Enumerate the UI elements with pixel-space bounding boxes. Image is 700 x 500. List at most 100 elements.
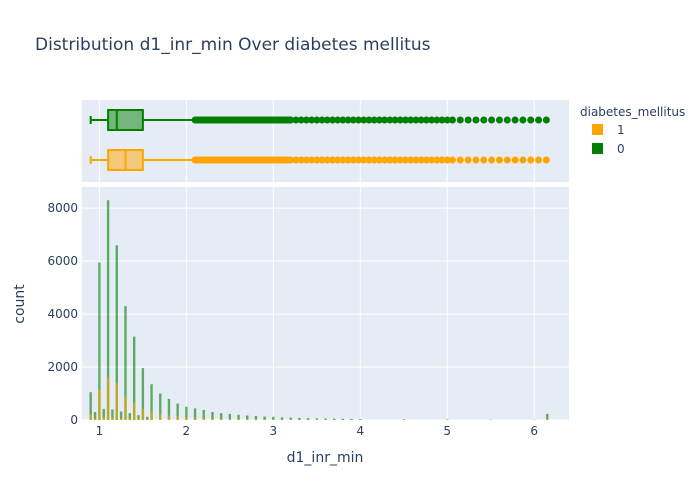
bar-series-1 xyxy=(546,418,549,420)
legend-item-0[interactable]: 0 xyxy=(592,142,625,156)
bar-series-0 xyxy=(119,411,123,420)
bar-series-0 xyxy=(228,413,232,420)
box-outlier-1 xyxy=(328,156,336,164)
box-outlier-0 xyxy=(488,116,496,124)
box-outlier-1 xyxy=(287,156,295,164)
box-outlier-1 xyxy=(402,156,410,164)
bar-series-1 xyxy=(176,416,179,420)
y-tick-label: 2000 xyxy=(47,360,78,374)
box-outlier-1 xyxy=(527,156,535,164)
bar-series-1 xyxy=(111,417,114,420)
box-outlier-1 xyxy=(292,156,300,164)
bar-series-0 xyxy=(263,416,266,420)
box-outlier-1 xyxy=(313,156,321,164)
bar-series-1 xyxy=(106,377,110,420)
bar-series-0 xyxy=(137,415,140,420)
bar-series-1 xyxy=(211,418,214,420)
legend-item-1[interactable]: 1 xyxy=(592,123,625,137)
box-marks xyxy=(89,109,550,171)
bar-series-0 xyxy=(446,419,449,420)
bar-series-1 xyxy=(219,418,223,420)
box-outlier-0 xyxy=(308,116,316,124)
box-outlier-0 xyxy=(287,116,295,124)
box-outlier-0 xyxy=(443,116,451,124)
bar-series-0 xyxy=(237,414,240,420)
box-outlier-1 xyxy=(428,156,436,164)
bar-series-1 xyxy=(193,417,197,420)
bar-series-0 xyxy=(333,418,336,420)
box-outlier-1 xyxy=(318,156,326,164)
histogram-gridlines xyxy=(82,187,569,421)
box-outlier-0 xyxy=(386,116,394,124)
y-axis-ticks: 0 2000 4000 6000 8000 xyxy=(47,201,78,427)
legend-swatch-1 xyxy=(592,124,603,135)
box-outlier-1 xyxy=(535,156,543,164)
bar-series-1 xyxy=(89,414,92,420)
box-outlier-0 xyxy=(519,116,527,124)
box-outlier-0 xyxy=(370,116,378,124)
box-outlier-1 xyxy=(422,156,430,164)
bar-series-0 xyxy=(111,409,114,420)
y-tick-label: 4000 xyxy=(47,307,78,321)
bar-series-1 xyxy=(246,419,249,420)
box-outlier-0 xyxy=(396,116,404,124)
bar-series-1 xyxy=(115,382,118,420)
bar-series-0 xyxy=(128,413,132,420)
histogram-bars xyxy=(89,200,549,420)
box-outlier-1 xyxy=(495,156,503,164)
box-outlier-0 xyxy=(313,116,321,124)
box-outlier-0 xyxy=(456,116,464,124)
box-outlier-0 xyxy=(422,116,430,124)
bar-series-0 xyxy=(211,412,214,420)
bar-series-1 xyxy=(237,418,240,420)
box-outlier-1 xyxy=(412,156,420,164)
bar-series-1 xyxy=(124,396,127,420)
bar-series-0 xyxy=(289,417,292,420)
bar-series-0 xyxy=(124,306,127,420)
y-tick-label: 8000 xyxy=(47,201,78,215)
box-outlier-0 xyxy=(375,116,383,124)
x-tick-label: 6 xyxy=(530,424,538,438)
box-outlier-0 xyxy=(349,116,357,124)
bar-series-0 xyxy=(115,245,118,420)
box-outlier-0 xyxy=(472,116,480,124)
bar-series-0 xyxy=(272,416,275,420)
bar-series-1 xyxy=(132,402,136,420)
bar-series-1 xyxy=(280,419,284,420)
bar-series-0 xyxy=(176,403,179,420)
box-outlier-0 xyxy=(318,116,326,124)
histogram-plot-area xyxy=(82,187,569,420)
bar-series-0 xyxy=(98,262,101,420)
box-outlier-1 xyxy=(302,156,310,164)
box-outlier-1 xyxy=(323,156,331,164)
bar-series-0 xyxy=(132,336,136,420)
box-outlier-1 xyxy=(480,156,488,164)
box-outlier-1 xyxy=(511,156,519,164)
bar-series-0 xyxy=(141,368,145,420)
bar-series-0 xyxy=(102,408,105,420)
box-outlier-0 xyxy=(297,116,305,124)
box-outlier-1 xyxy=(433,156,441,164)
bar-series-0 xyxy=(546,413,549,420)
box-outlier-0 xyxy=(412,116,420,124)
bar-series-1 xyxy=(150,412,153,420)
bar-series-0 xyxy=(324,418,327,420)
box-outlier-0 xyxy=(464,116,472,124)
box-outlier-1 xyxy=(417,156,425,164)
box-outlier-1 xyxy=(391,156,399,164)
histogram-subplot: 1 2 3 4 5 6 0 2000 4000 6000 8000 xyxy=(47,187,569,438)
box-outlier-1 xyxy=(344,156,352,164)
box-outlier-0 xyxy=(328,116,336,124)
y-tick-label: 0 xyxy=(70,413,78,427)
box-outlier-1 xyxy=(370,156,378,164)
box-outlier-1 xyxy=(360,156,368,164)
box-outlier-0 xyxy=(417,116,425,124)
box-outlier-0 xyxy=(433,116,441,124)
box-outlier-1 xyxy=(297,156,305,164)
bar-series-1 xyxy=(119,418,123,420)
box-outlier-0 xyxy=(480,116,488,124)
box-gridlines xyxy=(98,100,535,182)
bar-series-1 xyxy=(141,408,145,420)
box-outlier-0 xyxy=(511,116,519,124)
